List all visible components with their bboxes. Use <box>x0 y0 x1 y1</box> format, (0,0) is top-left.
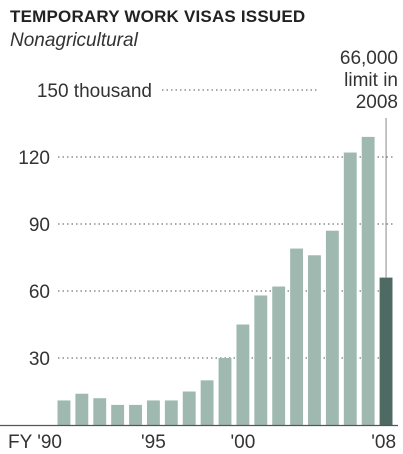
x-tick-label-1990: FY '90 <box>8 432 62 453</box>
bar-1999 <box>218 358 232 425</box>
y-tick-label-30: 30 <box>29 349 50 370</box>
bar-1993 <box>111 404 125 425</box>
bar-1996 <box>164 400 178 425</box>
y-tick-label-120: 120 <box>18 148 50 169</box>
y-tick-label-60: 60 <box>29 282 50 303</box>
bars <box>57 136 393 426</box>
bar-1994 <box>129 404 142 425</box>
chart-title: TEMPORARY WORK VISAS ISSUED <box>10 7 305 26</box>
bar-2008 <box>379 277 393 425</box>
bar-2001 <box>254 295 268 425</box>
bar-2006 <box>343 152 357 426</box>
bar-2000 <box>236 324 250 425</box>
annotation-line-1: 66,000 <box>340 48 398 69</box>
x-tick-label-2008: '08 <box>371 432 396 453</box>
annotation-line-2: limit in <box>344 70 398 91</box>
bar-2002 <box>272 286 286 425</box>
annotation-line-3: 2008 <box>356 92 398 113</box>
bar-1991 <box>75 393 89 425</box>
y-tick-label-90: 90 <box>29 215 50 236</box>
chart-subtitle: Nonagricultural <box>10 30 139 51</box>
bar-1998 <box>200 380 214 425</box>
bar-2005 <box>325 230 339 425</box>
y-tick-label-150: 150 thousand <box>37 81 152 102</box>
x-tick-label-1995: '95 <box>141 432 166 453</box>
bar-1990 <box>57 400 71 425</box>
bar-2007 <box>361 136 375 425</box>
bar-2004 <box>308 255 321 425</box>
x-tick-label-2000: '00 <box>231 432 256 453</box>
bar-1992 <box>93 398 107 425</box>
bar-1995 <box>146 400 160 425</box>
gridlines <box>58 89 395 359</box>
x-axis-tick-labels: FY '90 '95 '00 '08 <box>8 432 396 453</box>
bar-2003 <box>290 248 304 425</box>
y-axis-tick-labels: 150 thousand 120 90 60 30 <box>18 81 152 370</box>
bar-1997 <box>182 391 196 425</box>
